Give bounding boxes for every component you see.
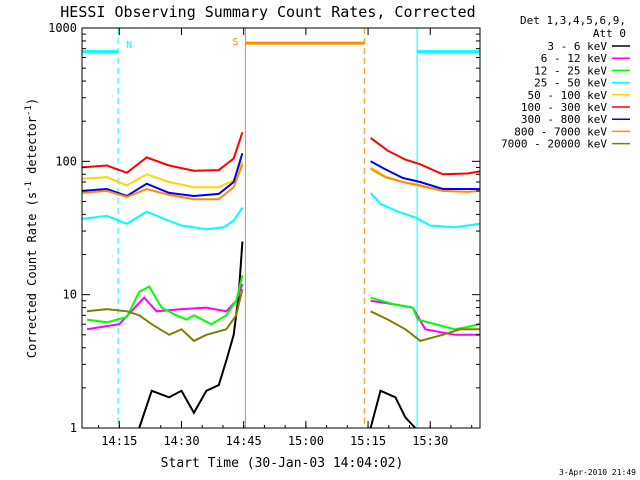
legend-label-1: 6 - 12 keV — [541, 52, 608, 65]
x-tick-label-5: 15:30 — [412, 434, 448, 448]
series-line-5-seg1 — [81, 131, 244, 174]
legend-label-7: 800 - 7000 keV — [514, 125, 607, 138]
plot-frame — [81, 27, 481, 429]
timestamp: 3-Apr-2010 21:49 — [559, 468, 636, 477]
series-line-2-seg2 — [370, 296, 481, 331]
legend-header-line-2: Att 0 — [593, 27, 626, 40]
legend-label-4: 50 - 100 keV — [528, 89, 608, 102]
series-line-8-seg2 — [370, 310, 480, 342]
series-line-7-seg2 — [370, 167, 481, 193]
legend-header-line-1: Det 1,3,4,5,6,9, — [520, 14, 626, 27]
legend-label-3: 25 - 50 keV — [534, 77, 607, 90]
series-line-3-seg1 — [81, 207, 244, 231]
x-axis: 14:15 14:30 14:45 15:00 15:15 15:30 — [98, 28, 473, 448]
series-line-0-seg2 — [369, 389, 417, 429]
y-tick-label-1: 10 — [63, 288, 77, 302]
y-tick-label-3: 1000 — [48, 21, 77, 35]
y-axis-label: Corrected Count Rate (s-1 detector-1) — [24, 98, 39, 358]
night-label: N — [126, 40, 132, 51]
legend-label-5: 100 - 300 keV — [521, 101, 607, 114]
x-tick-label-4: 15:15 — [350, 434, 386, 448]
x-tick-label-3: 15:00 — [288, 434, 324, 448]
legend-label-6: 300 - 800 keV — [521, 113, 607, 126]
series-line-2-seg1 — [86, 274, 244, 326]
x-tick-label-2: 14:45 — [226, 434, 262, 448]
chart-title: HESSI Observing Summary Count Rates, Cor… — [60, 3, 475, 21]
series-line-4-seg1 — [81, 160, 244, 189]
y-tick-label-0: 1 — [70, 421, 77, 435]
series-line-6-seg1 — [81, 152, 244, 198]
series-line-3-seg2 — [369, 192, 481, 229]
x-tick-label-1: 14:30 — [163, 434, 199, 448]
legend-label-0: 3 - 6 keV — [547, 40, 607, 53]
series-line-6-seg2 — [370, 160, 480, 190]
series-line-5-seg2 — [370, 137, 481, 176]
legend-label-2: 12 - 25 keV — [534, 64, 607, 77]
series-group — [81, 131, 481, 429]
saa-label: S — [232, 37, 238, 48]
y-axis: 1 10 100 1000 — [48, 21, 480, 435]
y-tick-label-2: 100 — [55, 154, 77, 168]
x-axis-label: Start Time (30-Jan-03 14:04:02) — [161, 456, 404, 471]
series-line-0-seg1 — [138, 241, 244, 429]
legend-label-8: 7000 - 20000 keV — [501, 138, 607, 151]
x-tick-label-0: 14:15 — [101, 434, 137, 448]
series-line-8-seg1 — [86, 288, 244, 343]
series-line-7-seg1 — [81, 163, 244, 201]
